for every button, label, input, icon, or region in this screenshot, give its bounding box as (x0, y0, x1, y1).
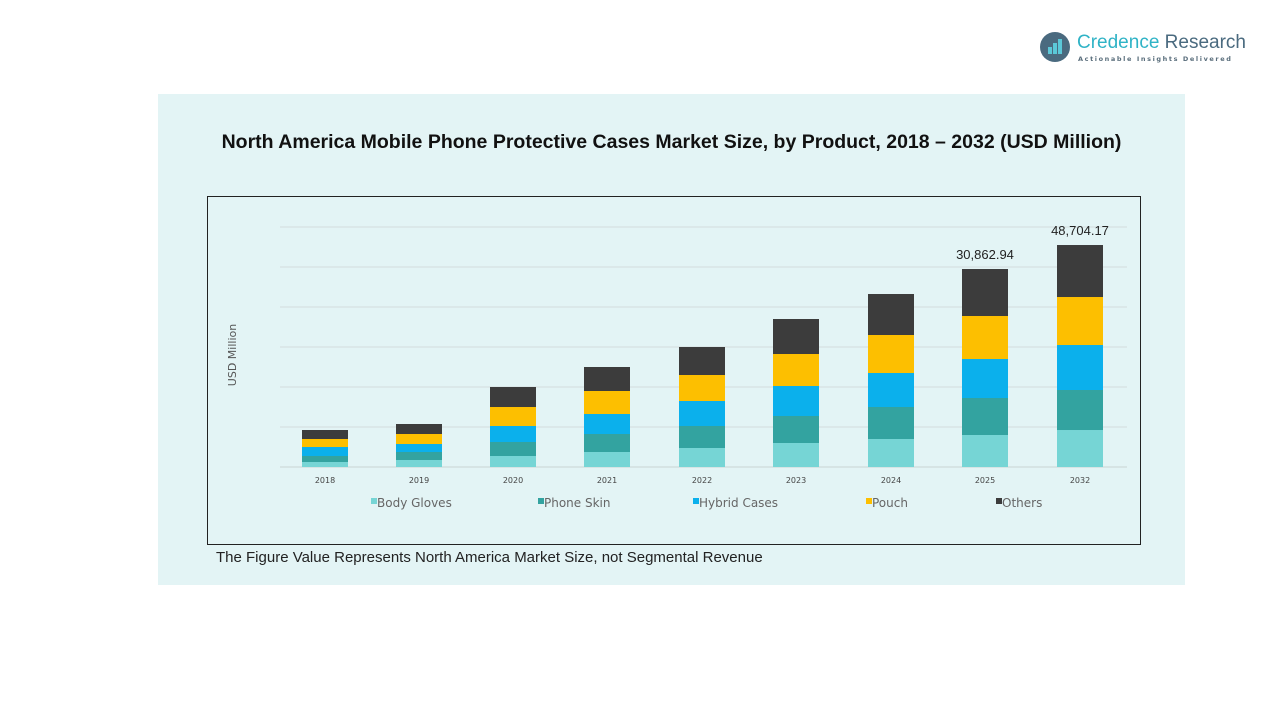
bar-phone-skin-2025 (962, 398, 1008, 436)
credence-research-logo: Credence Research Actionable Insights De… (1040, 30, 1255, 70)
bar-phone-skin-2018 (302, 455, 348, 462)
bar-body-gloves-2023 (773, 442, 819, 467)
legend-marker (866, 498, 872, 504)
bar-hybrid-cases-2018 (302, 447, 348, 456)
bar-body-gloves-2021 (584, 451, 630, 467)
footnote: The Figure Value Represents North Americ… (216, 549, 763, 566)
bar-body-gloves-2024 (868, 439, 914, 467)
x-tick-label: 2022 (692, 476, 712, 485)
data-label: 48,704.17 (1051, 223, 1109, 238)
x-tick-label: 2025 (975, 476, 995, 485)
bar-pouch-2020 (490, 407, 536, 427)
bar-others-2018 (302, 430, 348, 440)
legend-label: Others (1002, 496, 1042, 510)
bar-others-2024 (868, 294, 914, 336)
bar-others-2019 (396, 424, 442, 435)
bar-body-gloves-2019 (396, 460, 442, 467)
bar-pouch-2018 (302, 439, 348, 448)
logo-tagline: Actionable Insights Delivered (1078, 55, 1233, 63)
bar-phone-skin-2021 (584, 433, 630, 452)
bar-hybrid-cases-2025 (962, 359, 1008, 399)
bar-pouch-2024 (868, 335, 914, 374)
bar-pouch-2025 (962, 316, 1008, 360)
bar-hybrid-cases-2020 (490, 426, 536, 442)
data-label: 30,862.94 (956, 247, 1014, 262)
legend-label: Pouch (872, 496, 908, 510)
bar-others-2023 (773, 319, 819, 355)
bar-phone-skin-2032 (1057, 390, 1103, 431)
bar-pouch-2021 (584, 391, 630, 415)
legend-marker (996, 498, 1002, 504)
legend-label: Hybrid Cases (699, 496, 778, 510)
chart-title: North America Mobile Phone Protective Ca… (221, 131, 1122, 153)
legend-marker (371, 498, 377, 504)
bar-body-gloves-2020 (490, 455, 536, 467)
y-axis-label: USD Million (226, 324, 239, 386)
x-tick-label: 2020 (503, 476, 523, 485)
chart-panel: North America Mobile Phone Protective Ca… (158, 94, 1185, 585)
legend-label: Body Gloves (377, 496, 452, 510)
x-tick-label: 2024 (881, 476, 901, 485)
legend-marker (538, 498, 544, 504)
bar-others-2021 (584, 366, 630, 392)
bar-body-gloves-2032 (1057, 430, 1103, 467)
bar-phone-skin-2020 (490, 441, 536, 456)
x-tick-label: 2019 (409, 476, 429, 485)
bar-others-2025 (962, 269, 1008, 317)
x-tick-label: 2032 (1070, 476, 1090, 485)
bar-pouch-2023 (773, 354, 819, 387)
bar-pouch-2032 (1057, 297, 1103, 346)
chart-frame (207, 196, 1141, 545)
bar-hybrid-cases-2023 (773, 386, 819, 417)
bar-phone-skin-2024 (868, 407, 914, 440)
bar-body-gloves-2018 (302, 461, 348, 467)
bar-hybrid-cases-2024 (868, 373, 914, 408)
logo-name: Credence Research (1077, 32, 1246, 53)
bar-hybrid-cases-2032 (1057, 345, 1103, 391)
bar-hybrid-cases-2021 (584, 414, 630, 434)
bar-others-2020 (490, 387, 536, 408)
bar-body-gloves-2025 (962, 435, 1008, 467)
bar-hybrid-cases-2019 (396, 444, 442, 453)
legend-label: Phone Skin (544, 496, 611, 510)
bar-pouch-2022 (679, 375, 725, 401)
bar-phone-skin-2023 (773, 416, 819, 443)
x-tick-label: 2021 (597, 476, 617, 485)
bar-body-gloves-2022 (679, 448, 725, 467)
legend-marker (693, 498, 699, 504)
bar-phone-skin-2019 (396, 452, 442, 461)
logo-chart-icon (1040, 32, 1070, 62)
bar-pouch-2019 (396, 434, 442, 445)
bar-hybrid-cases-2022 (679, 400, 725, 427)
bar-phone-skin-2022 (679, 426, 725, 449)
bar-others-2022 (679, 347, 725, 376)
bar-others-2032 (1057, 245, 1103, 298)
x-tick-label: 2023 (786, 476, 806, 485)
x-tick-label: 2018 (315, 476, 335, 485)
